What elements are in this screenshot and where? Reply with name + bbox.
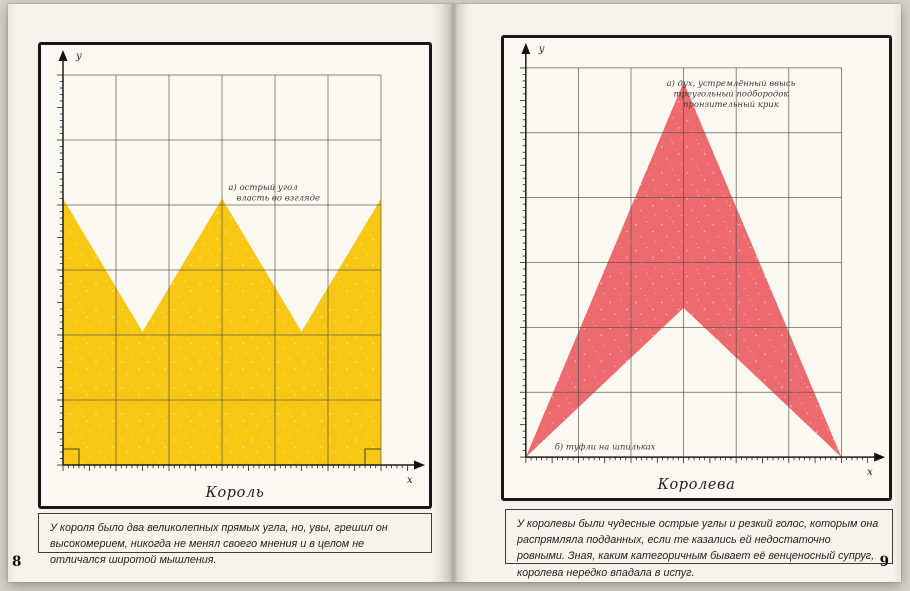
king-caption-box: У короля было два великолепных прямых уг…	[38, 513, 432, 566]
king-chart: y x а) острый угол власть во взгляде	[57, 50, 425, 486]
queen-caption-box: У королевы были чудесные острые углы и р…	[505, 509, 893, 579]
queen-caption-text: У королевы были чудесные острые углы и р…	[517, 518, 879, 579]
king-chart-title: Король	[205, 485, 265, 501]
svg-text:y: y	[538, 44, 545, 55]
king-chart-frame: y x а) острый угол власть во взгляде Король	[38, 42, 432, 509]
queen-chart-title: Королева	[657, 477, 736, 493]
king-caption-text: У короля было два великолепных прямых уг…	[50, 522, 388, 567]
svg-text:x: x	[867, 467, 873, 478]
queen-chart: y x а) дух, устремлённый ввысь треугольный …	[519, 42, 886, 478]
page-left: y x а) острый угол власть во взгляде Король…	[8, 4, 453, 582]
queen-chart-frame: y x а) дух, устремлённый ввысь треугольный …	[501, 35, 892, 501]
svg-text:y: y	[75, 51, 82, 62]
book-spread: y x а) острый угол власть во взгляде Король…	[8, 4, 901, 582]
page-number-right: 9	[879, 554, 889, 570]
page-right: y x а) дух, устремлённый ввысь треугольный …	[453, 4, 901, 582]
svg-text:x: x	[407, 475, 413, 486]
page-number-left: 8	[12, 554, 22, 570]
svg-text:б) туфли на шпильках: б) туфли на шпильках	[555, 441, 656, 451]
